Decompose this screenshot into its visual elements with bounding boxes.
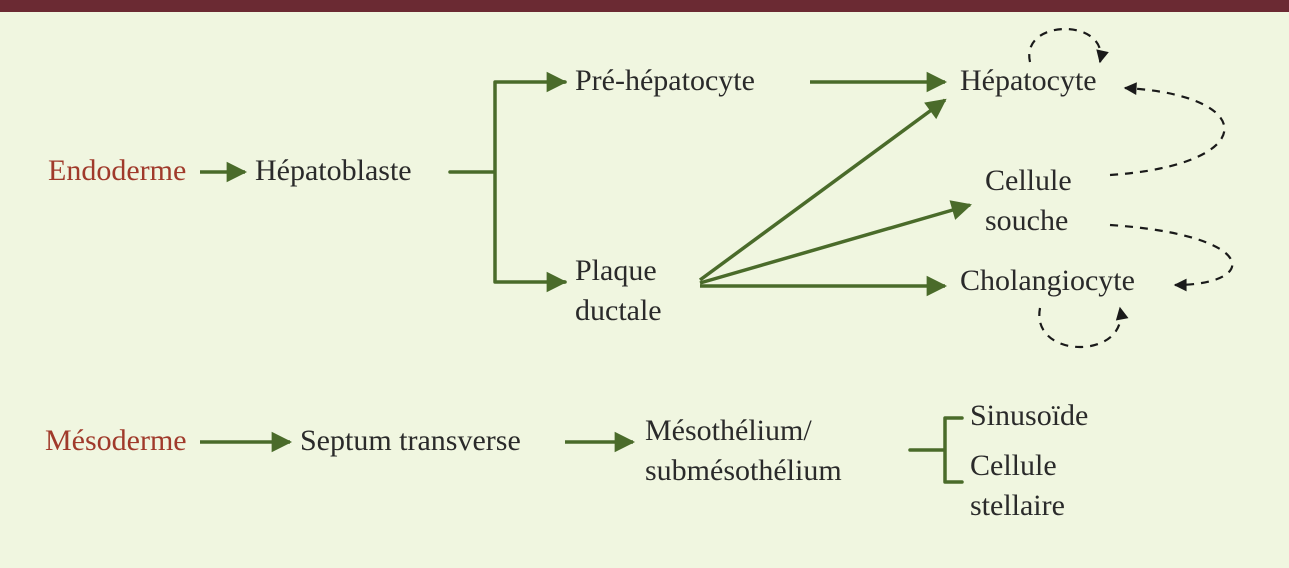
node-prehepatocyte: Pré-hépatocyte [575,64,755,97]
node-endoderme: Endoderme [48,154,186,187]
node-mesothel-2: submésothélium [645,454,842,487]
node-cholangiocyte: Cholangiocyte [960,264,1135,297]
node-stellaire-2: stellaire [970,489,1065,522]
diagram-canvas: Endoderme Hépatoblaste Pré-hépatocyte Hé… [0,0,1289,568]
node-septum: Septum transverse [300,424,521,457]
node-mesothel-1: Mésothélium/ [645,414,812,447]
node-cellule-souche-1: Cellule [985,164,1072,197]
node-cellule-souche-2: souche [985,204,1068,237]
node-hepatoblaste: Hépatoblaste [255,154,412,187]
node-mesoderme: Mésoderme [45,424,187,457]
node-plaque-2: ductale [575,294,662,327]
top-bar [0,0,1289,12]
node-sinusoide: Sinusoïde [970,399,1088,432]
node-plaque-1: Plaque [575,254,657,287]
node-stellaire-1: Cellule [970,449,1057,482]
node-hepatocyte: Hépatocyte [960,64,1097,97]
